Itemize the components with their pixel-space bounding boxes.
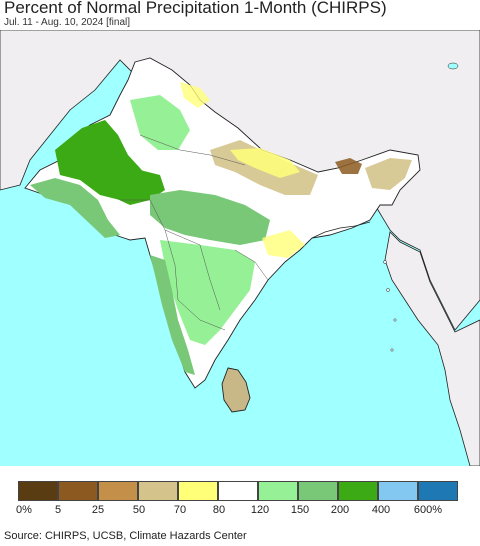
legend-tick: 600%	[413, 504, 443, 516]
legend-swatch	[338, 481, 378, 501]
dry-area-east	[262, 230, 305, 258]
legend-swatch	[178, 481, 218, 501]
header: Percent of Normal Precipitation 1-Month …	[0, 0, 480, 30]
legend-swatch	[58, 481, 98, 501]
legend-tick: 70	[173, 504, 187, 516]
wet-area-central	[160, 240, 255, 345]
legend-swatch	[138, 481, 178, 501]
legend-tick: 400	[371, 504, 391, 516]
wet-area-sindh	[30, 178, 120, 238]
legend-tick: 120	[250, 504, 270, 516]
legend-swatch	[258, 481, 298, 501]
legend-swatch	[378, 481, 418, 501]
legend-tick: 25	[91, 504, 105, 516]
legend-tick: 0%	[16, 504, 32, 516]
coastline-bengal	[311, 221, 371, 239]
wet-area-west-coast	[150, 255, 195, 375]
legend-swatch	[418, 481, 458, 501]
precipitation-map	[0, 30, 480, 466]
legend-swatch	[298, 481, 338, 501]
island	[390, 348, 394, 352]
legend-tick: 5	[54, 504, 62, 516]
dry-area-bhutan	[335, 158, 362, 174]
legend-tick: 200	[330, 504, 350, 516]
map-subtitle: Jul. 11 - Aug. 10, 2024 [final]	[4, 17, 131, 28]
land-south-east-asia	[384, 231, 480, 466]
legend-swatch	[18, 481, 58, 501]
dry-area-northeast	[365, 158, 412, 190]
legend-tick: 150	[290, 504, 310, 516]
legend-tick: 80	[212, 504, 226, 516]
island	[383, 260, 387, 264]
map-title: Percent of Normal Precipitation 1-Month …	[4, 0, 387, 17]
sri-lanka	[221, 367, 251, 413]
dry-area-nepal	[230, 148, 300, 178]
island	[386, 288, 390, 292]
lake	[447, 62, 459, 70]
legend-swatch	[98, 481, 138, 501]
admin-borders	[120, 134, 269, 331]
wet-area-gujarat-mp	[150, 190, 270, 245]
legend-tick: 50	[132, 504, 146, 516]
island	[393, 318, 397, 322]
legend-swatch	[218, 481, 258, 501]
source-credit: Source: CHIRPS, UCSB, Climate Hazards Ce…	[4, 530, 247, 542]
wet-area-punjab	[130, 95, 190, 150]
dry-area-kashmir	[180, 82, 210, 108]
